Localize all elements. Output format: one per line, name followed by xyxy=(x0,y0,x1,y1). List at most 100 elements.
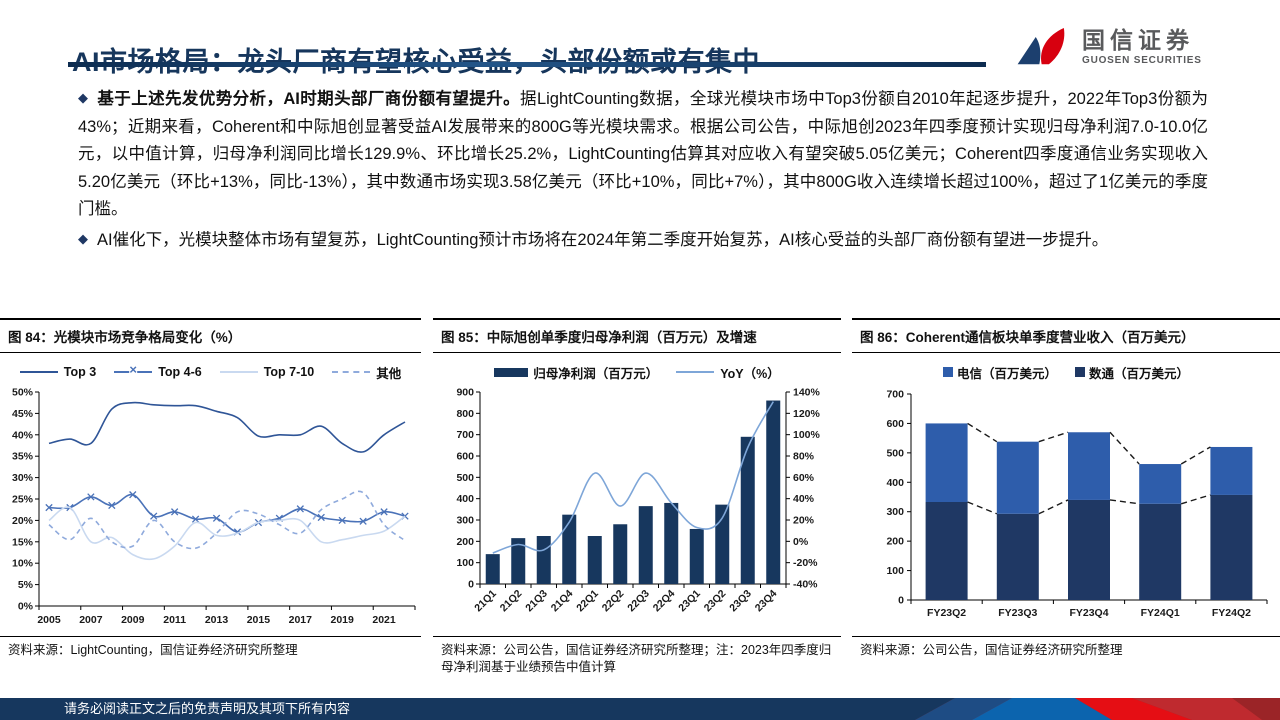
total-connector-dashed xyxy=(1038,431,1069,443)
legend-label: 归母净利润（百万元） xyxy=(533,366,659,381)
svg-text:15%: 15% xyxy=(11,536,33,548)
figure-84-legend: Top 3 × Top 4-6 Top 7-10 其他 xyxy=(0,360,421,384)
series-其他 xyxy=(47,490,405,550)
figure-84-title: 图 84：光模块市场竞争格局变化（%） xyxy=(0,318,421,353)
svg-text:2017: 2017 xyxy=(288,614,312,626)
profit-bar xyxy=(536,536,551,584)
guosen-logo-icon xyxy=(1017,27,1065,65)
svg-text:40%: 40% xyxy=(793,493,815,505)
legend-swatch-square xyxy=(942,367,953,377)
svg-text:FY24Q2: FY24Q2 xyxy=(1212,607,1251,619)
total-connector-dashed xyxy=(1109,431,1140,465)
paragraph-1: ◆ 基于上述先发优势分析，AI时期头部厂商份额有望提升。据LightCountin… xyxy=(78,86,1208,224)
profit-bar xyxy=(485,554,500,584)
legend-item: 归母净利润（百万元） xyxy=(494,363,658,382)
svg-text:0: 0 xyxy=(468,579,474,591)
legend-swatch-line xyxy=(676,371,715,373)
page-title: AI市场格局：龙头厂商有望核心受益，头部份额或有集中 xyxy=(72,40,760,79)
telecom-bar-segment xyxy=(996,441,1039,514)
svg-text:500: 500 xyxy=(886,447,904,459)
legend-label: Top 4-6 xyxy=(158,365,202,379)
datacom-connector-dashed xyxy=(1109,499,1140,505)
telecom-bar-segment xyxy=(925,423,968,503)
svg-text:FY23Q2: FY23Q2 xyxy=(927,607,966,619)
datacom-connector-dashed xyxy=(967,501,998,515)
svg-text:400: 400 xyxy=(456,493,474,505)
svg-text:23Q4: 23Q4 xyxy=(753,588,780,615)
svg-text:23Q1: 23Q1 xyxy=(676,588,703,615)
profit-bar xyxy=(587,536,602,584)
figure-86-title: 图 86：Coherent通信板块单季度营业收入（百万美元） xyxy=(852,318,1280,353)
legend-swatch-bar xyxy=(494,367,529,377)
profit-bar xyxy=(766,400,781,584)
legend-label: 电信（百万美元） xyxy=(956,366,1057,381)
legend-item: Top 3 xyxy=(19,365,97,379)
legend-label: 数通（百万美元） xyxy=(1089,366,1190,381)
profit-bar xyxy=(715,504,730,584)
legend-label: 其他 xyxy=(376,366,402,381)
svg-text:2019: 2019 xyxy=(330,614,354,626)
profit-bar xyxy=(613,524,628,584)
svg-text:300: 300 xyxy=(456,515,474,527)
svg-text:600: 600 xyxy=(456,451,474,463)
datacom-bar-segment xyxy=(1068,499,1110,600)
svg-text:200: 200 xyxy=(886,536,904,548)
datacom-connector-dashed xyxy=(1180,494,1211,505)
brand-wordmark: 国信证券 GUOSEN SECURITIES xyxy=(1082,28,1202,66)
figure-86-panel: 图 86：Coherent通信板块单季度营业收入（百万美元） 电信（百万美元） 数… xyxy=(852,318,1280,680)
figure-85-source: 资料来源：公司公告，国信证券经济研究所整理；注：2023年四季度归母净利润基于业… xyxy=(433,636,841,676)
svg-text:23Q2: 23Q2 xyxy=(702,588,729,615)
figure-85-title: 图 85：中际旭创单季度归母净利润（百万元）及增速 xyxy=(433,318,841,353)
profit-bar xyxy=(689,528,704,584)
brand-name-cn: 国信证券 xyxy=(1082,27,1194,53)
svg-text:21Q2: 21Q2 xyxy=(498,588,525,615)
svg-text:0: 0 xyxy=(898,595,904,607)
svg-text:900: 900 xyxy=(456,387,474,399)
legend-item: × Top 4-6 xyxy=(114,363,202,379)
datacom-bar-segment xyxy=(1139,503,1182,600)
svg-text:100: 100 xyxy=(456,557,474,569)
profit-bar xyxy=(664,502,679,584)
footer-disclaimer: 请务必阅读正文之后的免责声明及其项下所有内容 xyxy=(64,701,351,716)
legend-swatch-square xyxy=(1075,367,1085,377)
series-Top 3 xyxy=(48,401,405,453)
figure-85-panel: 图 85：中际旭创单季度归母净利润（百万元）及增速 归母净利润（百万元） YoY（… xyxy=(433,318,841,680)
svg-text:60%: 60% xyxy=(793,472,815,484)
svg-text:0%: 0% xyxy=(793,536,809,548)
svg-text:2015: 2015 xyxy=(246,614,270,626)
svg-text:80%: 80% xyxy=(793,451,815,463)
total-connector-dashed xyxy=(1180,446,1211,465)
title-underline xyxy=(68,62,986,67)
svg-text:2021: 2021 xyxy=(372,614,396,626)
profit-bar xyxy=(562,514,577,584)
figure-85-legend: 归母净利润（百万元） YoY（%） xyxy=(433,360,841,384)
datacom-bar-segment xyxy=(996,513,1039,600)
svg-text:22Q1: 22Q1 xyxy=(574,588,601,615)
svg-text:30%: 30% xyxy=(11,472,33,484)
diamond-bullet: ◆ xyxy=(78,90,89,105)
profit-bar-line-chart: 0 100 200 300 400 500 600 700 800 900 -40% -20% 0% 20… xyxy=(456,387,821,615)
svg-text:100%: 100% xyxy=(793,429,821,441)
legend-swatch-line xyxy=(332,371,371,373)
svg-text:22Q4: 22Q4 xyxy=(651,588,678,615)
legend-swatch-line: × xyxy=(114,363,153,376)
svg-text:500: 500 xyxy=(456,472,474,484)
paragraph-2-body: AI催化下，光模块整体市场有望复苏，LightCounting预计市场将在202… xyxy=(97,230,1109,249)
legend-swatch-line xyxy=(19,371,58,373)
svg-text:40%: 40% xyxy=(11,429,33,441)
profit-bar xyxy=(511,538,526,584)
svg-text:700: 700 xyxy=(886,389,904,401)
svg-text:700: 700 xyxy=(456,429,474,441)
svg-text:FY23Q3: FY23Q3 xyxy=(998,607,1037,619)
profit-bar xyxy=(740,436,755,584)
telecom-bar-segment xyxy=(1068,432,1110,500)
svg-text:140%: 140% xyxy=(793,387,821,399)
svg-text:20%: 20% xyxy=(793,515,815,527)
legend-label: Top 3 xyxy=(63,365,97,379)
yoy-line xyxy=(492,401,774,554)
legend-item: Top 7-10 xyxy=(219,365,315,379)
svg-text:23Q3: 23Q3 xyxy=(727,588,754,615)
footer-banner xyxy=(0,698,1280,720)
profit-bar xyxy=(638,506,653,584)
legend-label: Top 7-10 xyxy=(263,365,315,379)
